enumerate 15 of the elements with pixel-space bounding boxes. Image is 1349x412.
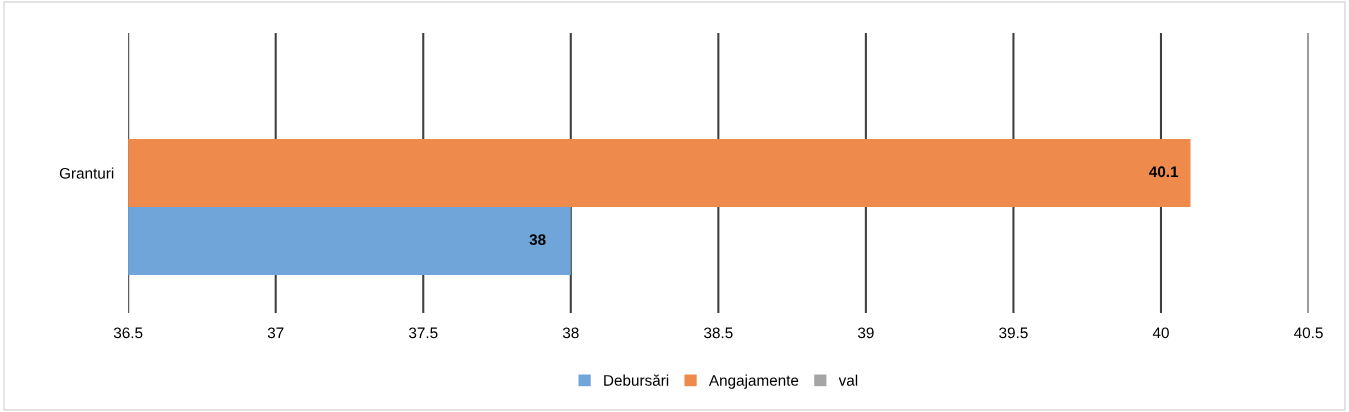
x-tick-label: 36.5 [113, 327, 143, 339]
x-tick-label: 38.5 [704, 327, 733, 339]
data-label: 38 [529, 234, 546, 246]
x-tick-label: 37.5 [408, 327, 438, 339]
legend-label: Angajamente [708, 374, 799, 389]
legend-label: Debursări [604, 374, 669, 386]
y-tick-label: Granturi [59, 167, 114, 179]
legend-label: val [838, 374, 858, 386]
x-tick-label: 38 [562, 327, 579, 339]
x-tick-label: 40.5 [1294, 327, 1323, 339]
x-tick-label: 37 [267, 327, 284, 339]
x-tick-label: 40 [1152, 327, 1169, 339]
x-tick-label: 39 [857, 327, 874, 339]
data-label: 40.1 [1149, 166, 1179, 178]
x-tick-label: 39.5 [999, 327, 1028, 339]
